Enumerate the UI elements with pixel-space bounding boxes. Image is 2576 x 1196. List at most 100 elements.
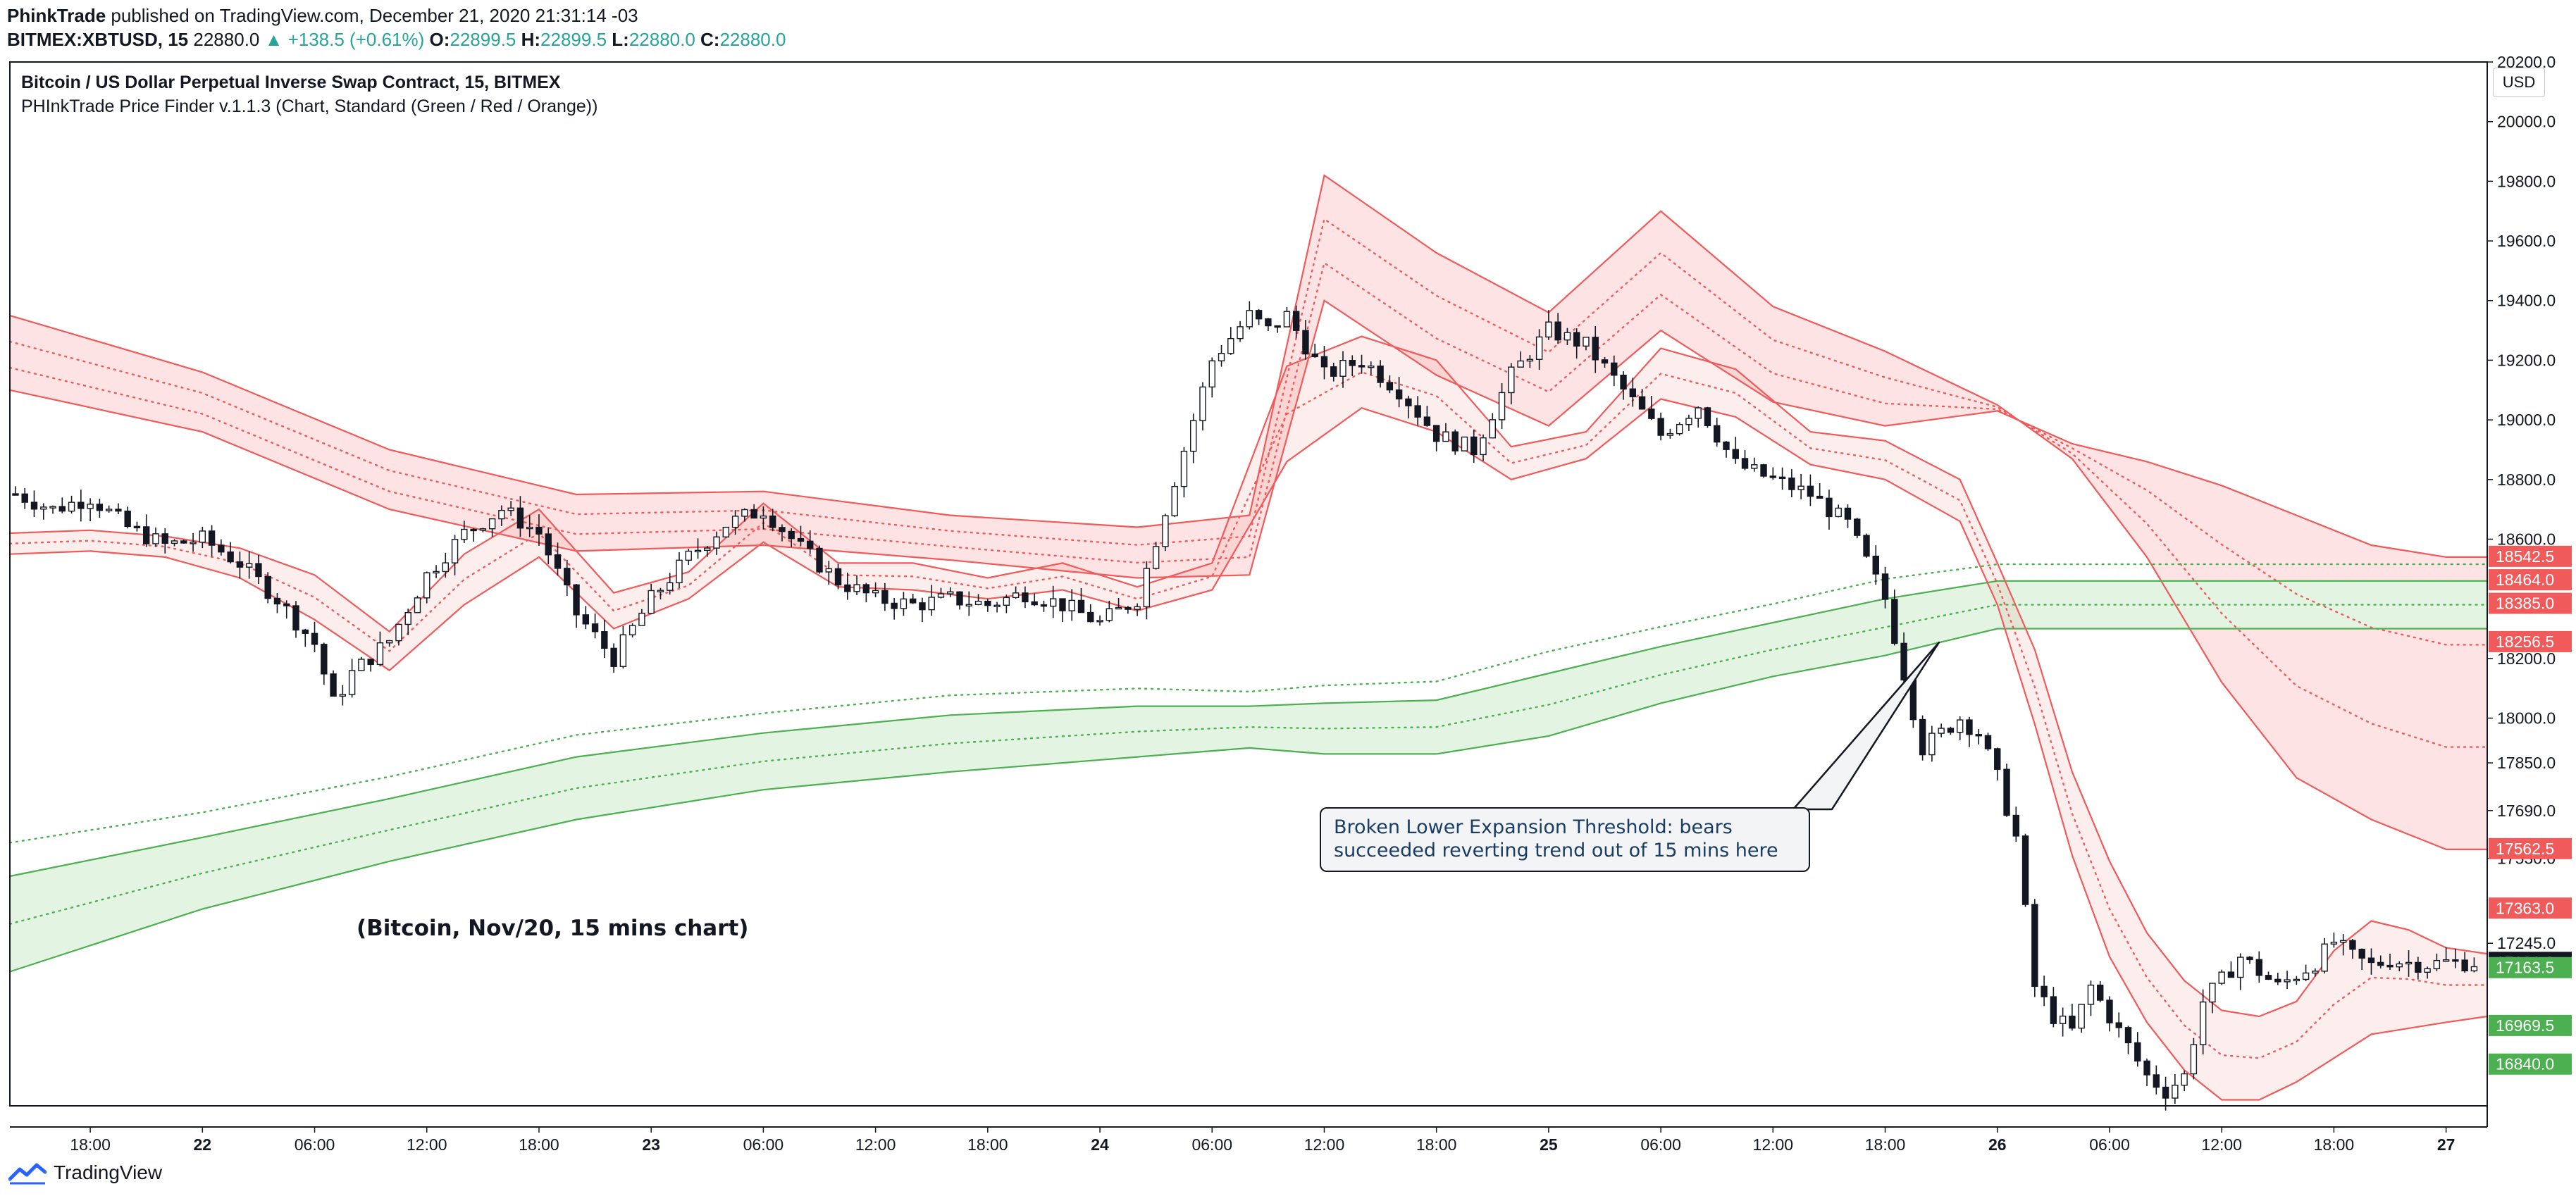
open-value: 22899.5: [450, 29, 516, 50]
candle: [236, 551, 244, 579]
publisher-name[interactable]: PhinkTrade: [7, 5, 106, 26]
candle-body: [2115, 1022, 2122, 1028]
candle: [255, 554, 262, 585]
candle-body: [321, 644, 328, 675]
candle: [1218, 345, 1225, 367]
currency-badge[interactable]: USD: [2493, 68, 2545, 97]
candle: [1704, 406, 1711, 428]
candle: [1714, 418, 1721, 447]
candle-body: [2433, 959, 2441, 969]
candle-body: [554, 554, 562, 569]
candle: [105, 505, 113, 513]
candle: [1395, 376, 1403, 408]
candle: [1526, 355, 1534, 368]
candle-body: [1489, 419, 1496, 439]
candle-body: [1237, 326, 1244, 340]
candle: [779, 524, 786, 542]
short-band-upper-line: [9, 335, 2488, 1018]
annotation-callout[interactable]: Broken Lower Expansion Threshold: bears …: [1320, 807, 1810, 872]
candle: [2209, 983, 2216, 1014]
candle-body: [1358, 365, 1366, 368]
candle: [2059, 1007, 2067, 1037]
candle: [2274, 972, 2281, 985]
red-band-upper-line: [9, 174, 2487, 851]
candle: [788, 528, 795, 547]
price-label-badge: [2489, 837, 2572, 859]
x-tick-label: 12:00: [407, 1135, 447, 1154]
green-band-upper-line: [9, 580, 2487, 878]
candle: [1368, 361, 1375, 375]
candle-body: [1573, 332, 1580, 347]
chart-title[interactable]: Bitcoin / US Dollar Perpetual Inverse Sw…: [21, 73, 561, 92]
footer-brand[interactable]: TradingView: [54, 1161, 163, 1183]
candle: [526, 515, 533, 537]
candle: [1835, 504, 1842, 518]
candle-body: [2012, 814, 2019, 837]
tradingview-logo-icon[interactable]: [8, 1161, 47, 1185]
candle-body: [582, 614, 590, 625]
candle-body: [442, 562, 449, 573]
candle: [731, 510, 739, 535]
indicator-name[interactable]: PHInkTrade Price Finder v.1.1.3 (Chart, …: [21, 96, 598, 116]
candle: [1508, 363, 1515, 405]
symbol-bar: BITMEX:XBTUSD, 15 22880.0 ▲ +138.5 (+0.6…: [7, 27, 786, 52]
candle: [68, 495, 75, 513]
candle: [2405, 950, 2413, 977]
y-tick-label: 18800.0: [2497, 471, 2556, 489]
candle-body: [1844, 507, 1852, 520]
candle-body: [2059, 1015, 2067, 1024]
candle: [564, 559, 571, 597]
y-tick-label: 18000.0: [2497, 709, 2556, 728]
candle-body: [2031, 904, 2038, 988]
y-tick-label: 19400.0: [2497, 292, 2556, 310]
candle: [601, 619, 608, 659]
candle: [1022, 586, 1029, 609]
candle-body: [1919, 718, 1926, 756]
candle-body: [1676, 423, 1683, 435]
annotation-line-2: succeeded reverting trend out of 15 mins…: [1334, 840, 1778, 861]
candle: [1442, 423, 1449, 442]
candle-body: [376, 642, 384, 666]
candle: [1180, 447, 1188, 498]
candle: [1648, 395, 1655, 421]
candle: [1769, 467, 1777, 480]
symbol-name[interactable]: BITMEX:XBTUSD, 15: [7, 29, 189, 50]
candle-body: [1050, 598, 1057, 607]
candle: [133, 521, 141, 532]
candle: [1162, 513, 1169, 552]
candle: [1302, 320, 1309, 360]
candle-body: [2199, 1001, 2207, 1045]
candle-body: [2312, 971, 2319, 974]
candle: [1115, 598, 1122, 610]
candle-body: [769, 515, 776, 528]
candle-body: [488, 518, 496, 530]
candle-body: [115, 509, 122, 512]
candle: [12, 486, 19, 496]
candle-body: [722, 526, 730, 537]
candle: [1601, 356, 1609, 368]
candle: [1676, 422, 1683, 436]
candle-body: [395, 623, 402, 642]
candle-body: [713, 536, 720, 549]
candle-body: [1629, 388, 1637, 397]
candle-body: [1788, 478, 1795, 490]
candle: [21, 487, 28, 509]
candle-body: [2358, 949, 2365, 959]
candle-body: [49, 506, 56, 509]
candle-body: [2293, 978, 2301, 982]
candle: [1535, 329, 1543, 370]
candle: [1872, 545, 1879, 585]
candle: [58, 497, 66, 513]
candle: [638, 609, 645, 626]
candle: [769, 509, 776, 532]
candle: [1554, 313, 1561, 344]
candle: [433, 565, 440, 579]
candle: [1816, 482, 1823, 499]
candle-body: [2265, 975, 2272, 980]
candle: [124, 506, 131, 529]
candle: [1059, 598, 1066, 623]
red-band-fill: [10, 175, 2487, 849]
candle: [2377, 955, 2384, 968]
price-label-text: 16969.5: [2496, 1016, 2554, 1035]
